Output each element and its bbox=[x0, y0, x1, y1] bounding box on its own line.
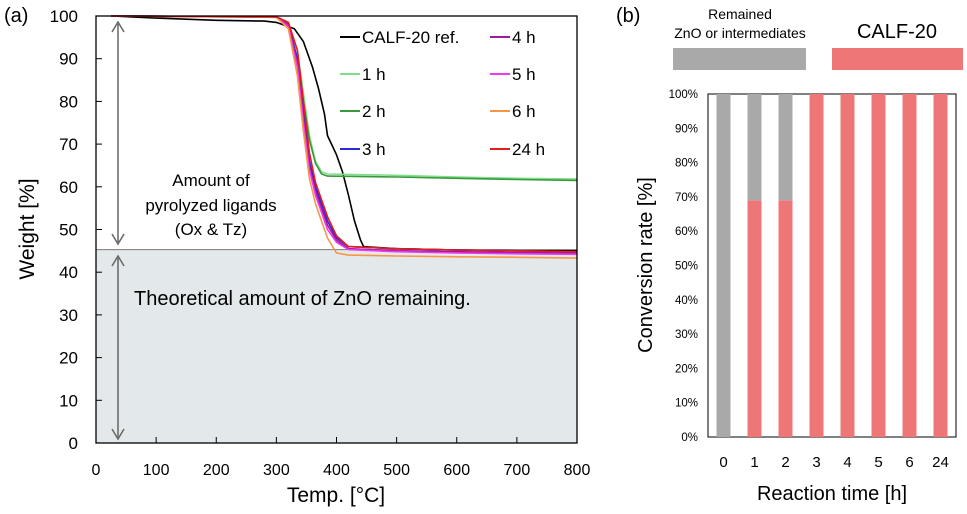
panel-a-label: (a) bbox=[4, 5, 28, 27]
bar-x-tick-label: 5 bbox=[874, 454, 882, 471]
legend-calf20-label: CALF-20 bbox=[857, 21, 937, 43]
x-tick-label: 400 bbox=[323, 462, 350, 479]
series-line-h24 bbox=[110, 15, 578, 253]
legend-label-h2: 2 h bbox=[362, 102, 386, 121]
annotation-upper-2: pyrolyzed ligands bbox=[145, 196, 276, 215]
y-tick-label: 60 bbox=[59, 178, 78, 197]
x-tick-label: 300 bbox=[263, 462, 290, 479]
bar-x-tick-label: 6 bbox=[905, 454, 913, 471]
x-tick-label: 600 bbox=[443, 462, 470, 479]
legend-calf20-swatch bbox=[832, 48, 963, 70]
bar-y-tick-label: 90% bbox=[675, 123, 698, 135]
bar-remained-0h bbox=[716, 94, 731, 437]
legend-label-h4: 4 h bbox=[512, 28, 536, 47]
bar-y-tick-label: 40% bbox=[675, 295, 698, 307]
bar-calf20-4h bbox=[840, 94, 855, 437]
bar-calf20-1h bbox=[747, 200, 762, 437]
bar-calf20-5h bbox=[871, 94, 886, 437]
bar-y-tick-label: 60% bbox=[675, 226, 698, 238]
ligand-amount-arrow bbox=[111, 20, 125, 246]
y-tick-label: 0 bbox=[69, 434, 78, 453]
series-line-h2 bbox=[110, 15, 578, 182]
y-tick-label: 20 bbox=[59, 349, 78, 368]
series-line-h6 bbox=[110, 15, 578, 259]
bar-y-axis-label: Conversion rate [%] bbox=[635, 177, 657, 353]
zno-remaining-region bbox=[96, 249, 577, 443]
bar-calf20-2h bbox=[778, 200, 793, 437]
bar-calf20-3h bbox=[809, 94, 824, 437]
bar-calf20-24h bbox=[933, 94, 948, 437]
bar-remained-1h bbox=[747, 94, 762, 201]
legend-label-ref: CALF-20 ref. bbox=[362, 28, 459, 47]
legend-label-h24: 24 h bbox=[512, 140, 545, 159]
bar-remained-2h bbox=[778, 94, 793, 201]
bar-x-tick-label: 0 bbox=[719, 454, 727, 471]
legend-remained-swatch bbox=[673, 48, 806, 70]
x-axis-ticks: 0 100 200 300 400 500 600 700 800 bbox=[92, 437, 591, 479]
annotation-upper-1: Amount of bbox=[172, 171, 250, 190]
conversion-chart: 0% 10% 20% 30% 40% 50% 60% 70% 80% 90% 100% 0 1 2 3 4 5… bbox=[635, 89, 957, 505]
bar-y-tick-label: 30% bbox=[675, 329, 698, 341]
x-tick-label: 800 bbox=[564, 462, 591, 479]
x-tick-label: 100 bbox=[143, 462, 170, 479]
bar-y-tick-label: 100% bbox=[669, 89, 698, 101]
y-tick-label: 90 bbox=[59, 50, 78, 69]
series-line-ref bbox=[110, 15, 577, 252]
series-line-h1 bbox=[110, 15, 578, 180]
y-tick-label: 10 bbox=[59, 391, 78, 410]
legend-remained-line1: Remained bbox=[708, 6, 772, 22]
y-axis-ticks: 0 10 20 30 40 50 60 70 80 90 100 bbox=[50, 7, 102, 453]
panel-b-label: (b) bbox=[616, 5, 640, 27]
series-line-h4 bbox=[110, 15, 578, 254]
conversion-legend: Remained ZnO or intermediates CALF-20 bbox=[673, 6, 963, 70]
bar-y-tick-label: 20% bbox=[675, 363, 698, 375]
y-tick-label: 100 bbox=[50, 7, 78, 26]
annotation-upper-3: (Ox & Tz) bbox=[175, 220, 247, 239]
bar-x-tick-label: 4 bbox=[843, 454, 851, 471]
bar-x-tick-label: 24 bbox=[932, 454, 949, 471]
tga-chart: 0 100 200 300 400 500 600 700 800 0 10 20 30 40 50 60 7… bbox=[16, 7, 590, 507]
bar-y-tick-label: 80% bbox=[675, 158, 698, 170]
x-tick-label: 700 bbox=[504, 462, 531, 479]
annotation-lower: Theoretical amount of ZnO remaining. bbox=[134, 288, 471, 310]
x-axis-label: Temp. [°C] bbox=[287, 484, 385, 507]
x-tick-label: 500 bbox=[383, 462, 410, 479]
y-tick-label: 40 bbox=[59, 263, 78, 282]
y-tick-label: 50 bbox=[59, 221, 78, 240]
y-axis-label: Weight [%] bbox=[16, 178, 39, 279]
legend-remained-line2: ZnO or intermediates bbox=[674, 25, 806, 41]
y-tick-label: 80 bbox=[59, 92, 78, 111]
legend-label-h5: 5 h bbox=[512, 65, 536, 84]
bar-calf20-6h bbox=[902, 94, 917, 437]
legend-label-h1: 1 h bbox=[362, 65, 386, 84]
bar-x-tick-label: 1 bbox=[750, 454, 758, 471]
x-tick-label: 0 bbox=[92, 462, 101, 479]
bar-y-axis-ticks: 0% 10% 20% 30% 40% 50% 60% 70% 80% 90% 100% bbox=[669, 89, 698, 444]
legend-label-h3: 3 h bbox=[362, 140, 386, 159]
bar-y-tick-label: 70% bbox=[675, 192, 698, 204]
bar-y-tick-label: 50% bbox=[675, 261, 698, 273]
x-tick-label: 200 bbox=[203, 462, 230, 479]
tga-legend: CALF-20 ref. 1 h 2 h 3 h 4 h 5 h 6 h 24 h bbox=[340, 28, 545, 159]
y-tick-label: 70 bbox=[59, 135, 78, 154]
legend-label-h6: 6 h bbox=[512, 102, 536, 121]
bar-x-axis-label: Reaction time [h] bbox=[757, 483, 907, 505]
tga-series-group bbox=[110, 15, 578, 259]
series-line-h3 bbox=[110, 15, 578, 253]
bar-x-axis-ticks: 0 1 2 3 4 5 6 24 bbox=[719, 454, 949, 471]
y-tick-label: 30 bbox=[59, 306, 78, 325]
zno-amount-arrow bbox=[111, 254, 125, 441]
bar-x-tick-label: 3 bbox=[812, 454, 820, 471]
bar-y-tick-label: 0% bbox=[681, 432, 698, 444]
bar-group bbox=[716, 94, 948, 437]
bar-y-tick-label: 10% bbox=[675, 398, 698, 410]
bar-plot-frame bbox=[707, 93, 957, 438]
series-line-h5 bbox=[110, 15, 578, 256]
bar-x-tick-label: 2 bbox=[781, 454, 789, 471]
